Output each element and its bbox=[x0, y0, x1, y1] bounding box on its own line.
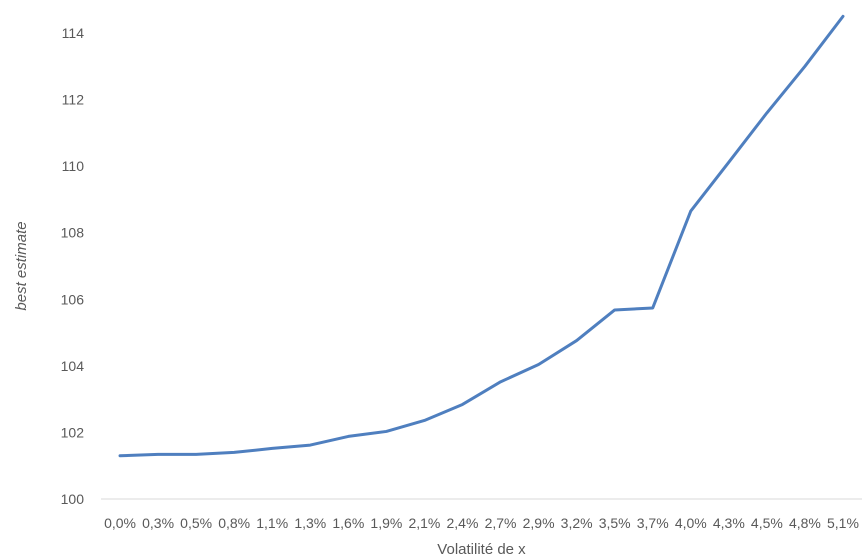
x-tick-label: 5,1% bbox=[827, 515, 859, 531]
y-tick-label: 106 bbox=[61, 291, 85, 307]
x-tick-label: 3,2% bbox=[561, 515, 593, 531]
y-tick-label: 102 bbox=[61, 424, 85, 440]
x-tick-label: 2,9% bbox=[523, 515, 555, 531]
y-tick-label: 112 bbox=[62, 92, 85, 108]
y-tick-label: 114 bbox=[62, 25, 85, 41]
y-tick-label: 108 bbox=[61, 225, 85, 241]
x-tick-label: 4,3% bbox=[713, 515, 745, 531]
x-tick-label: 1,9% bbox=[370, 515, 402, 531]
y-axis-title: best estimate bbox=[13, 221, 30, 310]
x-axis-ticks: 0,0% 0,3% 0,5% 0,8% 1,1% 1,3% 1,6% 1,9% 2,1% 2,4%… bbox=[104, 515, 859, 531]
x-tick-label: 4,0% bbox=[675, 515, 707, 531]
x-tick-label: 1,3% bbox=[294, 515, 326, 531]
x-tick-label: 0,8% bbox=[218, 515, 250, 531]
x-tick-label: 2,1% bbox=[408, 515, 440, 531]
y-tick-label: 100 bbox=[61, 491, 85, 507]
x-tick-label: 4,8% bbox=[789, 515, 821, 531]
x-tick-label: 1,6% bbox=[332, 515, 364, 531]
x-tick-label: 4,5% bbox=[751, 515, 783, 531]
x-tick-label: 2,4% bbox=[447, 515, 479, 531]
x-tick-label: 2,7% bbox=[485, 515, 517, 531]
x-tick-label: 0,5% bbox=[180, 515, 212, 531]
x-axis-title: Volatilité de x bbox=[437, 541, 526, 558]
y-tick-label: 110 bbox=[62, 158, 85, 174]
y-axis-ticks: 100 102 104 106 108 110 112 114 bbox=[61, 25, 85, 507]
x-tick-label: 0,0% bbox=[104, 515, 136, 531]
x-tick-label: 3,7% bbox=[637, 515, 669, 531]
y-tick-label: 104 bbox=[61, 358, 85, 374]
series-line bbox=[118, 14, 845, 458]
x-tick-label: 0,3% bbox=[142, 515, 174, 531]
x-tick-label: 1,1% bbox=[256, 515, 288, 531]
x-tick-label: 3,5% bbox=[599, 515, 631, 531]
